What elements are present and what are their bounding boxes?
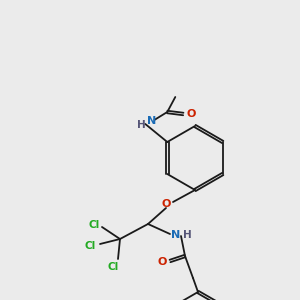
Text: Cl: Cl: [107, 262, 118, 272]
Text: O: O: [187, 109, 196, 119]
Text: N: N: [147, 116, 156, 126]
Text: O: O: [161, 199, 171, 209]
Text: N: N: [171, 230, 181, 240]
Text: H: H: [183, 230, 191, 240]
Text: O: O: [157, 257, 167, 267]
Text: H: H: [137, 120, 146, 130]
Text: Cl: Cl: [88, 220, 100, 230]
Text: Cl: Cl: [84, 241, 96, 251]
